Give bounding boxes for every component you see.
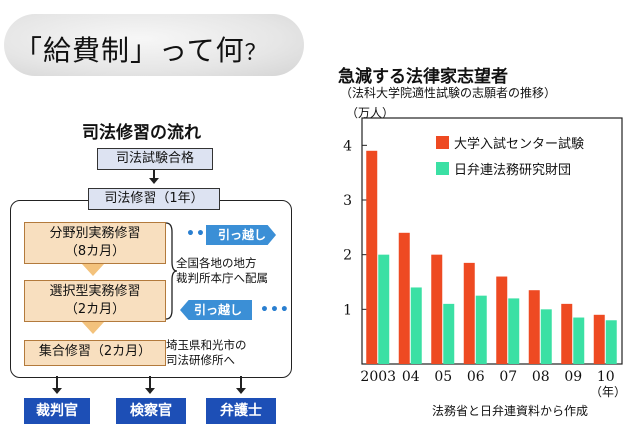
connector-arrowhead: [149, 178, 159, 184]
chart-source: 法務省と日弁連資料から作成: [432, 404, 589, 418]
down-arrow-2: [82, 322, 104, 334]
bar-s2-05: [443, 303, 455, 364]
branch-arrowhead-2: [145, 388, 155, 394]
bar-s1-09: [561, 303, 573, 364]
bar-s1-05: [431, 254, 443, 364]
stage-2-duration: （2カ月）: [64, 302, 126, 317]
branch-line-3: [240, 376, 242, 390]
legend-label-1: 大学入試センター試験: [454, 136, 584, 152]
page-title-main: 「給費制」って何: [14, 34, 245, 67]
note-2-line-2: 司法研修所へ: [166, 353, 235, 367]
branch-arrowhead-1: [52, 388, 62, 394]
legend-swatch-2: [436, 162, 449, 175]
bar-s2-2003: [378, 254, 390, 364]
x-tick-label-2003: 2003: [360, 369, 396, 385]
career-judge: 裁判官: [24, 398, 90, 424]
move-tag-2: 引っ越し: [180, 300, 253, 320]
x-tick-label-09: 09: [564, 369, 582, 385]
legend-box: [430, 130, 616, 184]
note-1: 全国各地の地方 裁判所本庁へ配属: [176, 256, 268, 286]
plot-frame: [361, 117, 623, 365]
bar-s1-06: [463, 262, 475, 364]
bar-s1-2003: [366, 150, 378, 364]
page-title: 「給費制」って何？: [14, 29, 268, 69]
move-tag-1: 引っ越し: [206, 225, 277, 245]
bar-s2-10: [605, 320, 617, 364]
branch-line-2: [149, 376, 151, 390]
legend-swatch-1: [436, 136, 449, 149]
bar-s1-04: [398, 232, 410, 364]
connector-line: [153, 170, 155, 180]
bar-s2-06: [475, 295, 487, 364]
x-tick-label-04: 04: [402, 369, 420, 385]
note-1-line-1: 全国各地の地方: [176, 256, 257, 270]
branch-arrowhead-3: [236, 388, 246, 394]
branch-line-1: [56, 376, 58, 390]
bar-s1-07: [496, 276, 508, 364]
stage-box-3: 集合修習（2カ月）: [24, 340, 166, 366]
y-tick-label-1: 1: [343, 302, 352, 318]
stage-2-name: 選択型実務修習: [49, 284, 141, 299]
career-lawyer: 弁護士: [206, 398, 276, 424]
x-axis-unit: （年）: [590, 385, 626, 398]
note-1-line-2: 裁判所本庁へ配属: [176, 271, 268, 285]
chart-unit-label: （万人）: [346, 106, 395, 120]
chart-title: 急減する法律家志望者: [338, 67, 508, 87]
bar-s1-10: [593, 314, 605, 364]
x-tick-label-05: 05: [434, 369, 452, 385]
note-2: 埼玉県和光市の 司法研修所へ: [166, 338, 247, 368]
x-tick-label-10: 10: [597, 369, 615, 385]
y-tick-label-2: 2: [343, 248, 352, 264]
career-prosecutor: 検察官: [116, 398, 186, 424]
bar-s2-04: [410, 287, 422, 364]
stage-brace: [165, 222, 178, 320]
x-tick-label-07: 07: [499, 369, 517, 385]
stage-box-1: 分野別実務修習 （8カ月）: [24, 222, 166, 264]
training-year-box: 司法修習（1年）: [88, 188, 220, 210]
flow-heading: 司法修習の流れ: [82, 123, 201, 143]
bar-s2-08: [540, 309, 552, 364]
chart-subtitle: （法科大学院適性試験の志願者の推移）: [340, 86, 557, 100]
stage-1-duration: （8カ月）: [64, 244, 126, 259]
bar-s1-08: [528, 290, 540, 364]
title-bubble: [4, 14, 304, 76]
y-tick-label-3: 3: [343, 193, 352, 209]
legend-label-2: 日弁連法務研究財団: [454, 163, 571, 178]
stage-1-name: 分野別実務修習: [49, 226, 141, 241]
bar-s2-09: [573, 317, 585, 364]
down-arrow-1: [82, 264, 104, 276]
x-tick-label-08: 08: [532, 369, 550, 385]
bar-chart: 1 2 3 4 2003 04 05 06 07 08 09 10（年） 大学入試センター試験日弁連法務…: [343, 117, 626, 398]
exam-pass-box: 司法試験合格: [97, 148, 213, 170]
page-title-mark: ？: [244, 41, 268, 66]
stage-box-2: 選択型実務修習 （2カ月）: [24, 280, 166, 322]
dots-2: •••: [260, 302, 290, 318]
note-2-line-1: 埼玉県和光市の: [166, 338, 247, 352]
x-tick-label-06: 06: [467, 369, 485, 385]
y-tick-label-4: 4: [343, 138, 352, 154]
bar-s2-07: [508, 298, 520, 364]
